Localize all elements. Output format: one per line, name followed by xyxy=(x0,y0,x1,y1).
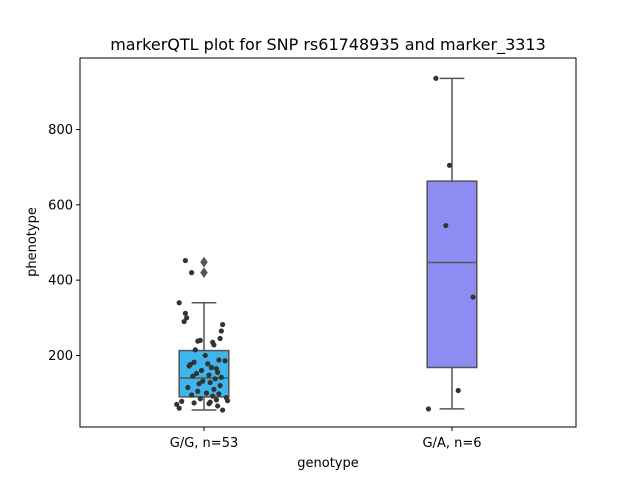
data-point xyxy=(211,386,217,392)
data-point xyxy=(470,294,476,300)
data-point xyxy=(216,391,222,397)
data-point xyxy=(213,397,219,403)
data-point xyxy=(443,222,449,229)
y-axis-label: phenotype xyxy=(25,207,40,277)
x-tick-label: G/A, n=6 xyxy=(422,436,481,451)
data-point xyxy=(211,342,217,348)
data-point xyxy=(202,352,208,359)
data-point xyxy=(189,270,195,276)
data-point xyxy=(190,373,196,379)
data-point xyxy=(181,318,187,325)
data-point xyxy=(215,369,221,376)
data-point xyxy=(218,328,224,334)
data-point xyxy=(433,75,439,81)
data-point xyxy=(220,407,226,413)
data-point xyxy=(446,162,453,168)
box-iqr xyxy=(426,180,478,369)
y-tick-label: 800 xyxy=(48,123,73,138)
data-point xyxy=(195,338,201,344)
data-point xyxy=(185,384,191,391)
data-point xyxy=(182,257,188,264)
data-point xyxy=(217,382,223,389)
data-point xyxy=(197,396,203,402)
data-point xyxy=(215,403,221,409)
plot-area: 200 400 600 800 G/G, n=53 G/A, n=6 xyxy=(48,75,482,451)
data-point xyxy=(425,406,432,412)
data-point xyxy=(182,310,188,316)
data-point xyxy=(216,357,222,363)
data-point xyxy=(210,393,216,399)
y-tick-label: 200 xyxy=(48,349,73,364)
data-point xyxy=(186,363,192,369)
data-point xyxy=(176,405,182,411)
data-point xyxy=(195,388,201,394)
data-point xyxy=(455,387,461,394)
data-point xyxy=(191,400,197,406)
data-point xyxy=(212,376,218,382)
data-point xyxy=(218,374,224,380)
data-point xyxy=(189,392,195,398)
outlier-marker xyxy=(200,256,208,268)
plot-frame xyxy=(79,57,577,428)
data-point xyxy=(206,401,212,407)
data-point xyxy=(222,358,228,364)
data-point xyxy=(184,315,190,321)
data-point xyxy=(224,398,231,404)
data-point xyxy=(205,361,211,367)
x-tick-label: G/G, n=53 xyxy=(170,436,238,451)
data-point xyxy=(208,364,215,371)
data-point xyxy=(174,401,180,408)
data-point xyxy=(198,367,205,374)
outlier-marker xyxy=(200,267,208,279)
data-point xyxy=(191,359,197,365)
data-point xyxy=(196,381,202,387)
data-point xyxy=(220,321,226,328)
chart-title: markerQTL plot for SNP rs61748935 and ma… xyxy=(110,35,546,55)
data-point xyxy=(203,390,210,396)
x-axis-label: genotype xyxy=(297,456,358,471)
data-point xyxy=(207,379,213,386)
y-tick-label: 400 xyxy=(48,274,73,289)
data-point xyxy=(217,335,223,342)
data-point xyxy=(176,300,182,306)
data-point xyxy=(193,370,200,377)
data-point xyxy=(179,398,185,404)
data-point xyxy=(206,372,212,378)
data-point xyxy=(200,378,206,384)
y-tick-label: 600 xyxy=(48,198,73,213)
data-point xyxy=(192,347,198,353)
